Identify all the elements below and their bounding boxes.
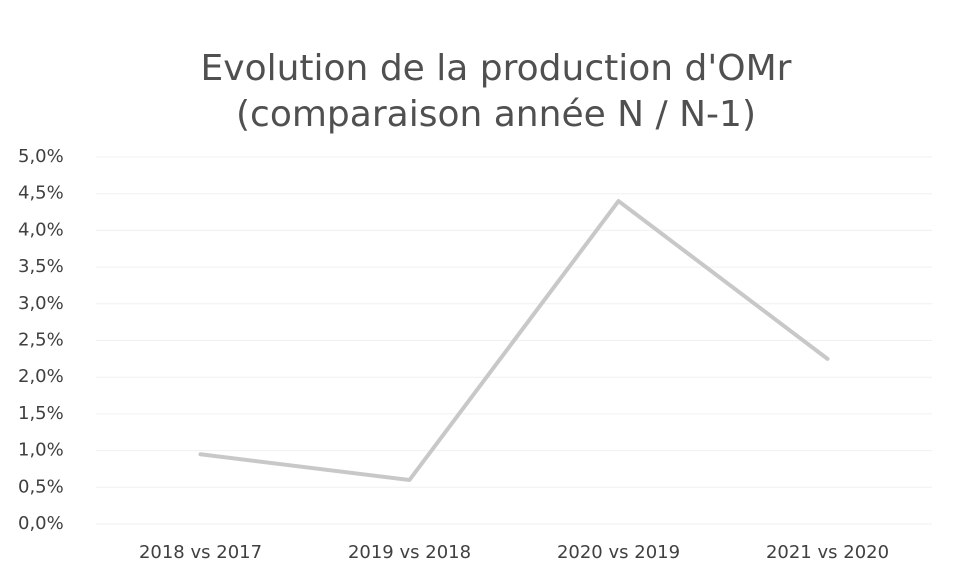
chart-title: (comparaison année N / N-1) [236,94,756,135]
y-tick-label: 2,0% [18,366,64,387]
y-tick-label: 4,5% [18,183,64,204]
x-tick-label: 2021 vs 2020 [766,542,889,563]
y-tick-label: 1,5% [18,403,64,424]
y-tick-label: 0,0% [18,513,64,534]
x-tick-label: 2020 vs 2019 [557,542,680,563]
y-tick-label: 4,0% [18,219,64,240]
x-tick-label: 2019 vs 2018 [348,542,471,563]
chart-title: Evolution de la production d'OMr [201,48,792,89]
y-tick-label: 5,0% [18,146,64,167]
y-tick-label: 3,5% [18,256,64,277]
y-tick-label: 2,5% [18,330,64,351]
line [198,199,830,482]
x-tick-label: 2018 vs 2017 [139,542,262,563]
y-tick-label: 3,0% [18,293,64,314]
y-tick-label: 1,0% [18,440,64,461]
y-tick-label: 0,5% [18,476,64,497]
